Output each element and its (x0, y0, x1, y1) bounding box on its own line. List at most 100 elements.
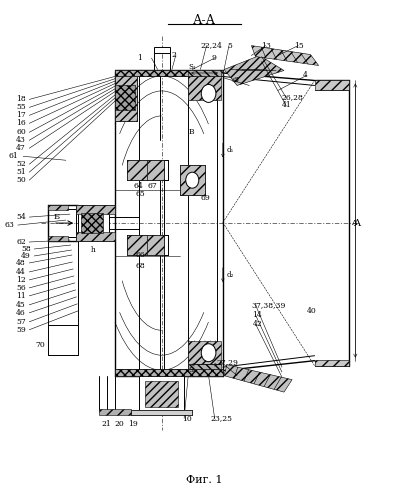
Text: Фиг. 1: Фиг. 1 (186, 476, 223, 486)
Text: 50: 50 (16, 176, 26, 184)
Bar (188, 70, 221, 76)
Text: 66: 66 (135, 251, 145, 259)
Bar (47, 205, 68, 210)
Text: 4: 4 (302, 72, 307, 80)
Text: 9: 9 (212, 54, 217, 62)
Text: S₂: S₂ (188, 366, 196, 374)
Text: 49: 49 (21, 252, 31, 260)
Text: 27,29: 27,29 (217, 358, 238, 366)
Text: 13: 13 (262, 42, 272, 50)
Text: 1: 1 (137, 54, 142, 62)
Bar (188, 340, 221, 364)
Text: 57: 57 (16, 318, 26, 326)
Text: h: h (92, 214, 97, 222)
Bar (147, 235, 164, 255)
Bar (147, 160, 164, 180)
Circle shape (186, 172, 199, 188)
Bar (315, 80, 349, 90)
Text: 5: 5 (227, 42, 232, 50)
Bar (115, 86, 135, 110)
Text: 42: 42 (253, 320, 262, 328)
Text: B: B (188, 128, 194, 136)
Bar (188, 364, 221, 368)
Polygon shape (252, 46, 319, 66)
Text: 12: 12 (16, 276, 26, 284)
Bar (139, 376, 184, 412)
Bar (78, 211, 109, 235)
Text: Б: Б (54, 212, 60, 220)
Text: 14: 14 (253, 311, 262, 319)
Text: 3: 3 (234, 76, 239, 84)
Text: 56: 56 (16, 284, 26, 292)
Bar (315, 360, 349, 366)
Text: 16: 16 (16, 120, 26, 128)
Text: 47: 47 (16, 144, 26, 152)
Text: 21: 21 (102, 420, 112, 428)
Text: 26,28: 26,28 (282, 94, 304, 102)
Text: 19: 19 (128, 420, 137, 428)
Bar (180, 165, 204, 195)
Text: A: A (351, 219, 357, 227)
Text: 46: 46 (16, 309, 26, 317)
Text: 41: 41 (282, 102, 292, 110)
Text: 68: 68 (135, 262, 145, 270)
Bar (115, 76, 137, 122)
Text: 10: 10 (182, 414, 192, 422)
Bar (76, 232, 115, 241)
Bar (76, 205, 115, 241)
Text: 69: 69 (200, 194, 210, 202)
Text: 51: 51 (16, 168, 26, 176)
Bar (81, 213, 103, 233)
Bar (188, 76, 221, 100)
Text: 48: 48 (16, 259, 26, 267)
Circle shape (201, 84, 216, 102)
Bar (47, 236, 68, 241)
Text: 52: 52 (16, 160, 26, 168)
Text: 15: 15 (294, 42, 304, 50)
Bar (131, 410, 192, 414)
Bar (115, 368, 223, 376)
Text: 20: 20 (115, 420, 125, 428)
Text: d₂: d₂ (227, 271, 234, 279)
Circle shape (201, 344, 216, 361)
Text: 17: 17 (16, 112, 26, 120)
Text: А-А: А-А (193, 14, 216, 27)
Text: S₁: S₁ (188, 62, 196, 70)
Text: 70: 70 (35, 340, 45, 348)
Text: 64: 64 (133, 182, 143, 190)
Text: 60: 60 (16, 128, 26, 136)
Text: 11: 11 (16, 292, 26, 300)
Text: 58: 58 (21, 245, 31, 253)
Bar (99, 408, 131, 414)
Polygon shape (224, 56, 284, 86)
Text: 62: 62 (16, 238, 26, 246)
Text: 44: 44 (16, 268, 26, 276)
Polygon shape (224, 364, 292, 392)
Text: 54: 54 (16, 213, 26, 221)
Text: 55: 55 (16, 104, 26, 112)
Bar (131, 410, 192, 414)
Bar (180, 165, 204, 195)
Bar (127, 160, 147, 180)
Text: 65: 65 (135, 190, 145, 198)
Bar (153, 47, 170, 53)
Text: 43: 43 (16, 136, 26, 144)
Text: 22,24: 22,24 (200, 42, 222, 50)
Text: d₁: d₁ (227, 146, 234, 154)
Text: S₂: S₂ (231, 78, 238, 83)
Text: 37,38,39: 37,38,39 (252, 301, 286, 309)
Text: 61: 61 (9, 152, 18, 160)
Text: h: h (90, 246, 95, 254)
Text: 63: 63 (5, 221, 15, 229)
Bar (115, 76, 137, 122)
Text: 59: 59 (16, 326, 26, 334)
Text: 23,25: 23,25 (210, 414, 232, 422)
Text: 45: 45 (16, 301, 26, 309)
Bar (47, 325, 78, 354)
Text: 67: 67 (147, 182, 157, 190)
Bar (127, 235, 147, 255)
Bar (115, 70, 223, 76)
Text: A: A (353, 218, 360, 228)
Text: 2: 2 (172, 50, 177, 58)
Bar (76, 205, 115, 214)
